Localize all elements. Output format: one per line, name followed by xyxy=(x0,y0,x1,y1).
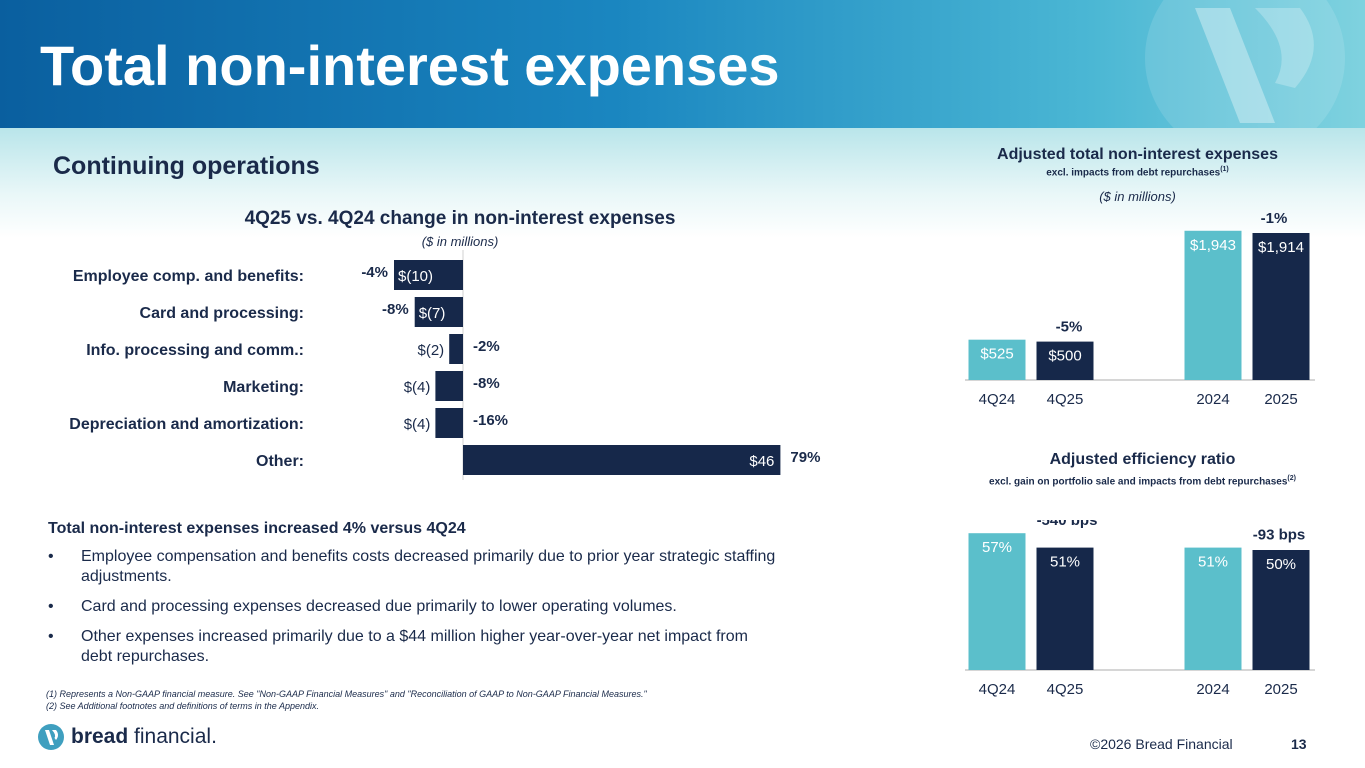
bread-logo-icon xyxy=(38,724,64,750)
footnote-2: (2) See Additional footnotes and definit… xyxy=(46,701,320,711)
expenses-chart-unit: ($ in millions) xyxy=(1099,189,1176,204)
bar-value-label: $1,914 xyxy=(1258,239,1304,256)
bar-value-label: $500 xyxy=(1048,348,1081,365)
bar xyxy=(968,339,1026,380)
bread-logo-watermark-icon xyxy=(1145,0,1345,128)
efficiency-chart-subtitle: excl. gain on portfolio sale and impacts… xyxy=(989,475,1296,488)
change-label: -540 bps xyxy=(1037,520,1098,529)
percent-change-label: -16% xyxy=(473,412,508,429)
footnotes: (1) Represents a Non-GAAP financial meas… xyxy=(46,688,647,712)
bar-value-label: $(7) xyxy=(419,305,446,322)
commentary-bullet: Employee compensation and benefits costs… xyxy=(48,547,778,587)
brand-logo: bread financial. xyxy=(38,723,217,751)
category-label: Card and processing: xyxy=(140,305,304,322)
bar-value-label: 57% xyxy=(982,539,1012,556)
x-tick-label: 2024 xyxy=(1196,681,1229,698)
percent-change-label: -8% xyxy=(473,375,500,392)
bar-value-label: 50% xyxy=(1266,556,1296,573)
page-number: 13 xyxy=(1291,736,1307,752)
percent-change-label: -8% xyxy=(382,301,409,318)
bar xyxy=(1036,547,1094,670)
category-label: Employee comp. and benefits: xyxy=(73,268,304,285)
category-label: Depreciation and amortization: xyxy=(69,416,304,433)
x-tick-label: 2025 xyxy=(1264,391,1297,408)
bar-value-label: $46 xyxy=(749,453,774,470)
page-title: Total non-interest expenses xyxy=(40,34,780,97)
category-label: Other: xyxy=(256,453,304,470)
efficiency-chart: 57% 4Q24 51% 4Q25 51% 2024 50% 2025 -540 bps -93 … xyxy=(965,520,1315,698)
header-banner xyxy=(0,0,1365,128)
category-label: Marketing: xyxy=(223,379,304,396)
percent-change-label: -4% xyxy=(361,264,388,281)
bar xyxy=(1184,230,1242,380)
percent-change-label: 79% xyxy=(790,449,820,466)
expenses-chart: $525 4Q24 $500 4Q25 $1,943 2024 $1,914 2025 -5% -… xyxy=(965,210,1315,408)
bar xyxy=(1252,550,1310,670)
change-label: -5% xyxy=(1056,319,1083,336)
bar-value-label: 51% xyxy=(1198,554,1228,571)
bar-value-label: $(10) xyxy=(398,268,433,285)
change-chart: Employee comp. and benefits: $(10) -4% Card… xyxy=(69,250,820,480)
bar-value-label: $525 xyxy=(980,346,1013,363)
x-tick-label: 4Q25 xyxy=(1047,681,1084,698)
commentary-bullet: Other expenses increased primarily due t… xyxy=(48,627,778,667)
bar xyxy=(968,533,1026,670)
bar xyxy=(394,260,463,290)
bar-value-label: $(4) xyxy=(404,379,431,396)
efficiency-chart-title: Adjusted efficiency ratio xyxy=(1049,451,1236,468)
x-tick-label: 2025 xyxy=(1264,681,1297,698)
change-chart-unit: ($ in millions) xyxy=(421,234,499,249)
commentary-list: Employee compensation and benefits costs… xyxy=(48,547,778,667)
bar-value-label: $(2) xyxy=(418,342,445,359)
header-fade xyxy=(0,128,1365,238)
percent-change-label: -2% xyxy=(473,338,500,355)
change-label: -1% xyxy=(1261,210,1288,227)
commentary-bullet: Card and processing expenses decreased d… xyxy=(48,597,778,617)
copyright: ©2026 Bread Financial xyxy=(1090,736,1233,752)
bar xyxy=(463,445,781,475)
x-tick-label: 2024 xyxy=(1196,391,1229,408)
expenses-chart-subtitle: excl. impacts from debt repurchases(1) xyxy=(1046,166,1229,179)
footnote-1: (1) Represents a Non-GAAP financial meas… xyxy=(46,689,647,699)
bar xyxy=(435,408,463,438)
x-tick-label: 4Q25 xyxy=(1047,391,1084,408)
bar xyxy=(435,371,463,401)
change-chart-title: 4Q25 vs. 4Q24 change in non-interest exp… xyxy=(244,208,676,229)
x-tick-label: 4Q24 xyxy=(979,391,1016,408)
brand-wordmark: bread financial. xyxy=(71,725,217,748)
section-title: Continuing operations xyxy=(53,152,320,180)
bar-value-label: $1,943 xyxy=(1190,237,1236,254)
category-label: Info. processing and comm.: xyxy=(86,342,304,359)
change-label: -93 bps xyxy=(1253,527,1306,544)
bar xyxy=(1184,547,1242,670)
x-tick-label: 4Q24 xyxy=(979,681,1016,698)
expenses-chart-title: Adjusted total non-interest expenses xyxy=(997,146,1278,163)
bar xyxy=(1252,233,1310,380)
bar xyxy=(1036,341,1094,380)
bar xyxy=(414,297,463,327)
bar-value-label: $(4) xyxy=(404,416,431,433)
commentary-heading: Total non-interest expenses increased 4%… xyxy=(48,520,466,537)
commentary: Total non-interest expenses increased 4%… xyxy=(48,520,778,677)
bar-value-label: 51% xyxy=(1050,554,1080,571)
bar xyxy=(449,334,463,364)
